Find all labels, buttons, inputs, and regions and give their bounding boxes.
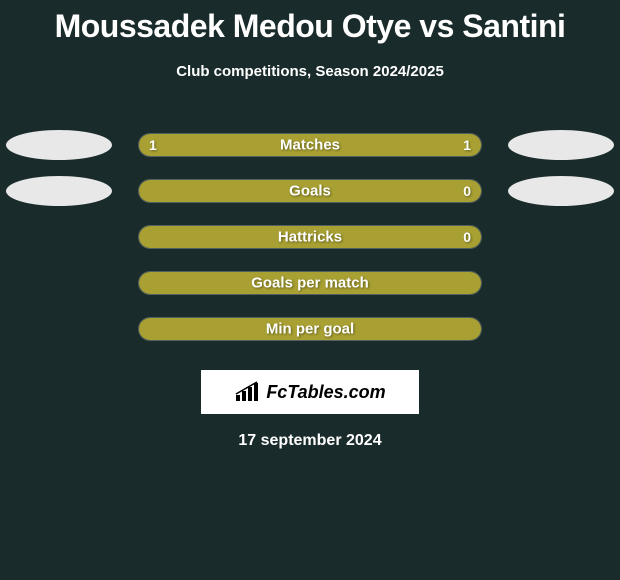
- team-badge-right: [508, 130, 614, 160]
- stat-row: Min per goal: [0, 306, 620, 352]
- stat-bar: Goals 0: [138, 179, 482, 203]
- stat-value-right: 0: [463, 229, 471, 245]
- stat-row: Goals 0: [0, 168, 620, 214]
- team-badge-right: [508, 176, 614, 206]
- stat-bar: Matches 1 1: [138, 133, 482, 157]
- stat-label: Goals per match: [251, 275, 369, 292]
- stat-label: Hattricks: [278, 229, 342, 246]
- subtitle: Club competitions, Season 2024/2025: [0, 63, 620, 80]
- team-badge-left: [6, 176, 112, 206]
- comparison-chart: Matches 1 1 Goals 0 Hattricks 0 Goals per match…: [0, 122, 620, 352]
- team-badge-left: [6, 130, 112, 160]
- logo-box: FcTables.com: [201, 370, 419, 414]
- stat-row: Matches 1 1: [0, 122, 620, 168]
- stat-bar: Hattricks 0: [138, 225, 482, 249]
- stat-value-left: 1: [149, 137, 157, 153]
- bars-icon: [234, 381, 262, 403]
- stat-label: Min per goal: [266, 321, 354, 338]
- date-label: 17 september 2024: [0, 432, 620, 450]
- stat-label: Goals: [289, 183, 331, 200]
- stat-bar: Min per goal: [138, 317, 482, 341]
- logo-text: FcTables.com: [266, 382, 385, 403]
- stat-bar: Goals per match: [138, 271, 482, 295]
- stat-value-right: 1: [463, 137, 471, 153]
- stat-label: Matches: [280, 137, 340, 154]
- page-title: Moussadek Medou Otye vs Santini: [0, 0, 620, 45]
- stat-row: Goals per match: [0, 260, 620, 306]
- stat-row: Hattricks 0: [0, 214, 620, 260]
- stat-value-right: 0: [463, 183, 471, 199]
